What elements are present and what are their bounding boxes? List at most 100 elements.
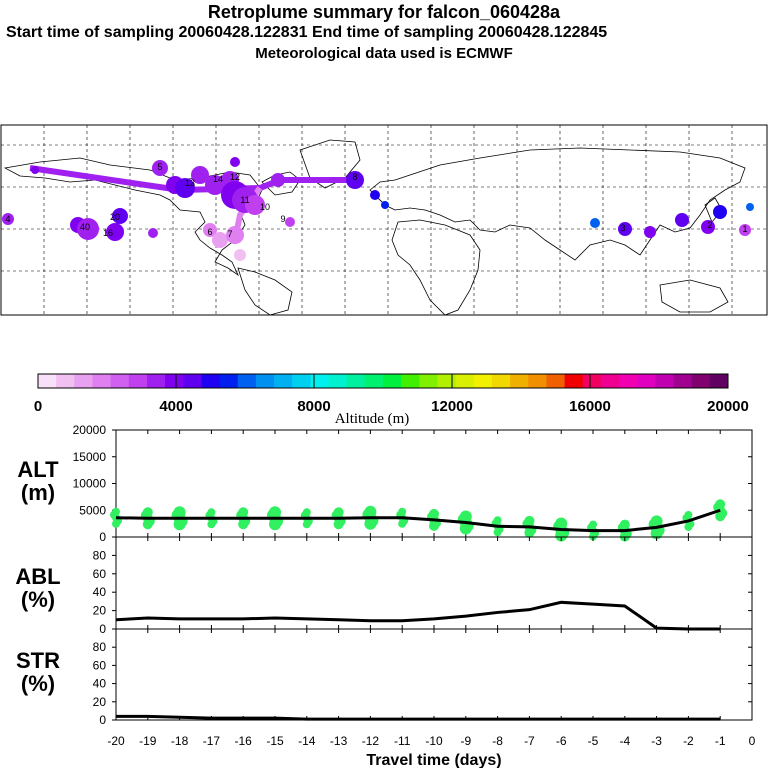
colorbar-cell bbox=[128, 374, 148, 388]
sampling-times: Start time of sampling 20060428.122831 E… bbox=[6, 24, 608, 41]
map-day-label: 6 bbox=[207, 227, 212, 237]
x-tick-label: -12 bbox=[362, 734, 380, 748]
colorbar-cell bbox=[255, 374, 275, 388]
colorbar-cell bbox=[383, 374, 402, 388]
altitude-scatter-dot bbox=[429, 520, 439, 531]
colorbar-cell bbox=[691, 374, 711, 388]
x-tick-label: -18 bbox=[171, 734, 189, 748]
map-day-label: 9 bbox=[280, 214, 285, 224]
map-day-label: 10 bbox=[260, 202, 270, 212]
x-tick-label: -10 bbox=[425, 734, 443, 748]
altitude-scatter-dot bbox=[269, 518, 281, 531]
plume-cluster-dot bbox=[245, 195, 265, 215]
y-tick-label: 60 bbox=[93, 567, 107, 581]
colorbar-cell bbox=[473, 374, 493, 388]
plume-cluster-dot bbox=[701, 220, 715, 234]
panel-ylabel-unit: (%) bbox=[21, 671, 55, 696]
colorbar-cell bbox=[510, 374, 529, 388]
x-tick-label: -20 bbox=[107, 734, 125, 748]
altitude-scatter-dot bbox=[555, 529, 568, 542]
colorbar-tick-label: 0 bbox=[34, 398, 42, 415]
plume-cluster-dot bbox=[381, 201, 389, 209]
x-tick-label: -14 bbox=[298, 734, 316, 748]
plume-cluster-dot bbox=[212, 232, 228, 248]
colorbar-cell bbox=[673, 374, 693, 388]
colorbar-cell bbox=[582, 374, 602, 388]
colorbar-cell bbox=[146, 374, 166, 388]
y-tick-label: 40 bbox=[93, 585, 107, 599]
colorbar-cell bbox=[491, 374, 511, 388]
colorbar-cell bbox=[364, 374, 384, 388]
plume-cluster-dot bbox=[644, 226, 656, 238]
colorbar-cell bbox=[219, 374, 239, 388]
y-tick-label: 0 bbox=[99, 713, 106, 727]
plume-cluster-dot bbox=[713, 205, 727, 219]
plume-cluster-dot bbox=[148, 228, 158, 238]
x-tick-label: -4 bbox=[619, 734, 630, 748]
x-tick-label: -7 bbox=[524, 734, 535, 748]
colorbar-cell bbox=[328, 374, 348, 388]
colorbar-cell bbox=[564, 374, 584, 388]
map-grid bbox=[1, 125, 767, 315]
colorbar-tick-label: 12000 bbox=[431, 398, 473, 415]
altitude-scatter-dot bbox=[493, 528, 502, 537]
altitude-scatter-dot bbox=[112, 519, 120, 528]
map-day-label: 14 bbox=[213, 174, 223, 184]
panel-ylabel: ALT bbox=[17, 457, 59, 482]
y-tick-label: 20 bbox=[93, 604, 107, 618]
x-tick-label: -19 bbox=[139, 734, 157, 748]
colorbar-cell bbox=[401, 374, 420, 388]
x-tick-label: -2 bbox=[683, 734, 694, 748]
y-tick-label: 40 bbox=[93, 677, 107, 691]
colorbar-cell bbox=[455, 374, 475, 388]
map-day-label: 5 bbox=[157, 162, 162, 172]
y-tick-label: 80 bbox=[93, 640, 107, 654]
time-series-panels: 20000150001000050000ALT(m)806040200ABL(%… bbox=[15, 423, 753, 727]
altitude-scatter-dot bbox=[173, 518, 186, 531]
altitude-scatter-dot bbox=[398, 519, 407, 528]
chart-title: Retroplume summary for falcon_060428a bbox=[207, 2, 561, 22]
y-tick-label: 20 bbox=[93, 695, 107, 709]
colorbar-cell bbox=[419, 374, 438, 388]
x-tick-label: 0 bbox=[749, 734, 756, 748]
colorbar-cell bbox=[292, 374, 311, 388]
plume-cluster-dot bbox=[271, 173, 285, 187]
colorbar-cell bbox=[346, 374, 366, 388]
map-day-label: 20 bbox=[110, 212, 120, 222]
plume-cluster-dot bbox=[152, 160, 168, 176]
map-day-label: 1 bbox=[742, 224, 747, 234]
map-day-label: 2 bbox=[707, 220, 712, 230]
colorbar-cell bbox=[56, 374, 75, 388]
y-tick-label: 60 bbox=[93, 658, 107, 672]
plume-cluster-dot bbox=[203, 223, 217, 237]
colorbar-cell bbox=[546, 374, 566, 388]
plume-cluster-dot bbox=[226, 226, 244, 244]
map-day-label: 40 bbox=[80, 222, 90, 232]
panel-ylabel: ABL bbox=[15, 564, 60, 589]
panel-series-line bbox=[115, 508, 721, 533]
colorbar-cell bbox=[165, 374, 184, 388]
panel-ylabel-unit: (m) bbox=[21, 480, 55, 505]
x-tick-label: -5 bbox=[588, 734, 599, 748]
plume-cluster-dot bbox=[230, 157, 240, 167]
altitude-scatter-dot bbox=[333, 519, 344, 530]
plume-cluster-dot bbox=[234, 249, 246, 261]
colorbar-cell bbox=[637, 374, 656, 388]
x-axis: -20 -19 -18 -17 -16 -15 -14 -13 -12 -11 -10 -9 -8 -7-… bbox=[107, 734, 755, 768]
panel-str: 80 60 40 20 0 STR(%) bbox=[16, 628, 753, 727]
map-frame bbox=[0, 124, 768, 316]
altitude-colorbar: 0 4000 8000 12000 16000 20000 Altitude (m) bbox=[34, 373, 749, 427]
colorbar-tick-label: 8000 bbox=[297, 398, 330, 415]
colorbar-cell bbox=[655, 374, 675, 388]
met-data-note: Meteorological data used is ECMWF bbox=[255, 45, 513, 62]
colorbar-cell bbox=[600, 374, 620, 388]
panel-abl: 80 60 40 20 0 ABL(%) bbox=[15, 536, 753, 636]
colorbar-cell bbox=[237, 374, 257, 388]
y-tick-label: 80 bbox=[93, 548, 107, 562]
colorbar-cell bbox=[619, 374, 638, 388]
x-tick-label: -6 bbox=[556, 734, 567, 748]
plume-cluster-dot bbox=[205, 175, 225, 195]
colorbar-cell bbox=[38, 374, 57, 388]
plume-cluster-dot bbox=[77, 218, 99, 240]
altitude-scatter-dot bbox=[302, 520, 311, 529]
